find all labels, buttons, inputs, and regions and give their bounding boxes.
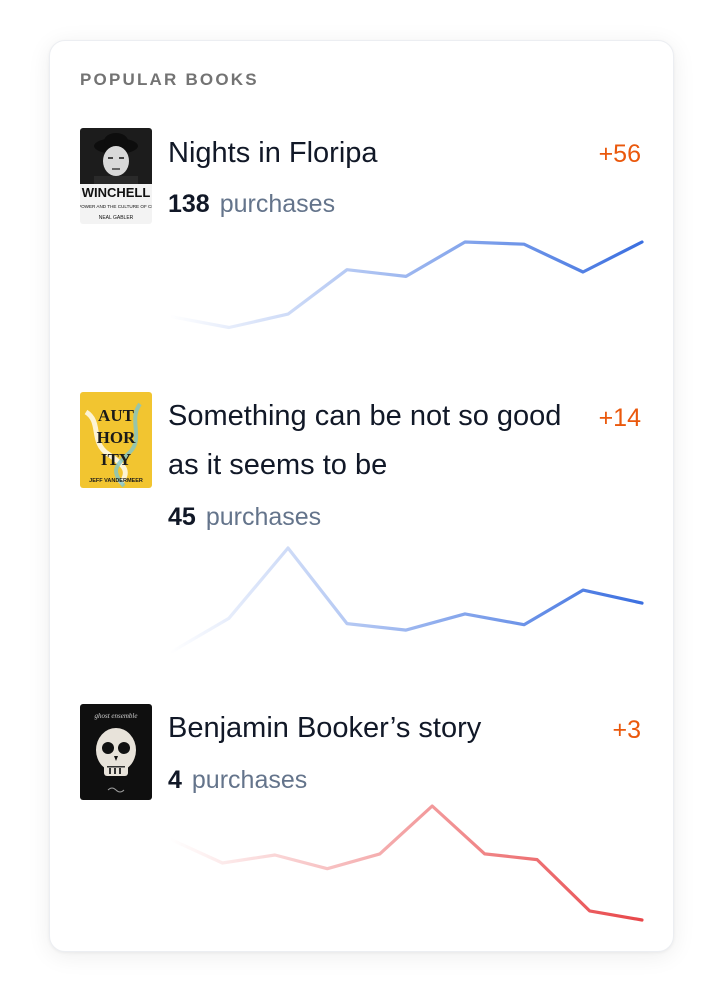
svg-text:GOSSIP, POWER AND THE CULTURE: GOSSIP, POWER AND THE CULTURE OF CELEBRI…	[80, 204, 152, 209]
purchase-count: 4 purchases	[168, 765, 307, 795]
book-title[interactable]: Benjamin Booker’s story	[168, 712, 482, 744]
purchase-unit: purchases	[191, 766, 308, 794]
book-title[interactable]: Something can be not so good as it seems…	[168, 400, 562, 481]
popular-books-card	[49, 40, 674, 952]
svg-text:NEAL GABLER: NEAL GABLER	[99, 215, 134, 221]
purchase-unit: purchases	[205, 503, 322, 531]
purchase-number: 45	[168, 503, 196, 531]
purchase-unit: purchases	[219, 190, 336, 218]
svg-text:ITY: ITY	[101, 450, 131, 469]
svg-text:HOR: HOR	[97, 428, 136, 447]
svg-text:AUT: AUT	[98, 406, 135, 425]
book-cover-winchell: WINCHELL GOSSIP, POWER AND THE CULTURE O…	[80, 128, 152, 224]
purchase-change-badge: +3	[612, 716, 641, 744]
purchase-change-badge: +14	[598, 404, 641, 432]
book-title[interactable]: Nights in Floripa	[168, 137, 378, 169]
purchase-count: 45 purchases	[168, 502, 321, 532]
book-cover-authority: AUT HOR ITY JEFF VANDERMEER	[80, 392, 152, 488]
svg-text:WINCHELL: WINCHELL	[82, 185, 151, 200]
svg-text:JEFF VANDERMEER: JEFF VANDERMEER	[89, 478, 143, 484]
book-cover-skull: ghost ensemble	[80, 704, 152, 800]
purchase-change-badge: +56	[598, 140, 641, 168]
widget-heading: POPULAR BOOKS	[80, 70, 259, 89]
svg-text:ghost ensemble: ghost ensemble	[95, 712, 138, 720]
purchase-count: 138 purchases	[168, 189, 335, 219]
purchase-number: 138	[168, 190, 210, 218]
purchase-number: 4	[168, 766, 182, 794]
